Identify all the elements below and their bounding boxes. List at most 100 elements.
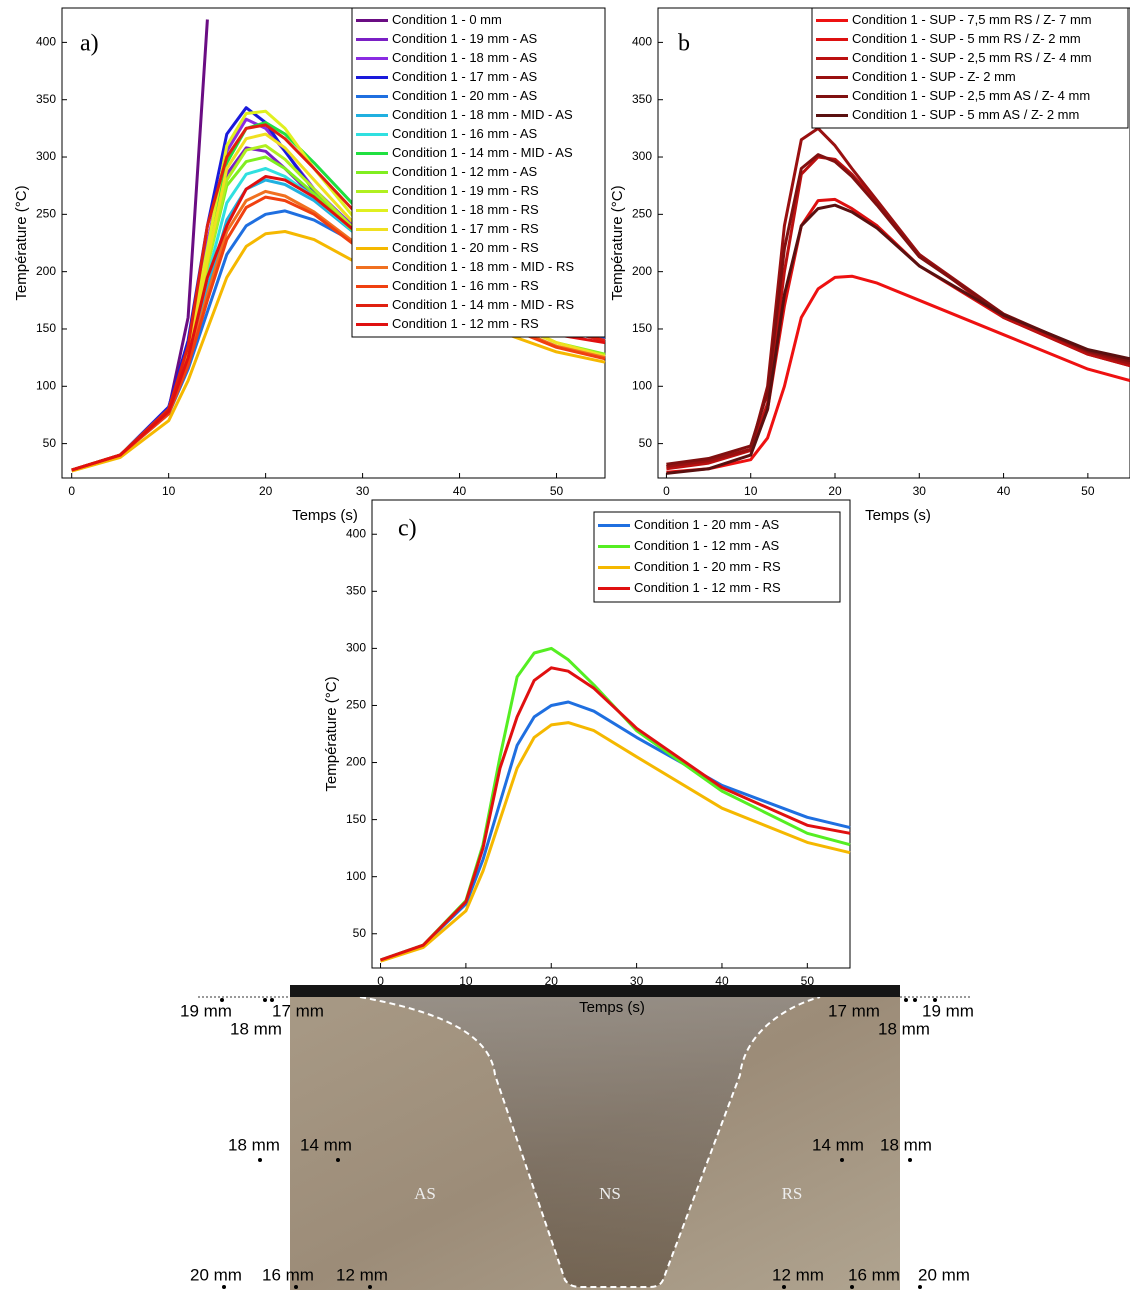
chart: 50 100 150 200 250 300 350 400 0 10 20 30 40 50 Temps … [609,7,1130,524]
legend-label: Condition 1 - 18 mm - MID - AS [392,107,573,122]
chart: 50 100 150 200 250 300 350 400 0 10 20 30 40 50 Temps … [323,499,851,1016]
y-axis-label: Température (°C) [609,185,626,300]
position-dot [918,1285,922,1289]
y-tick-label: 350 [346,583,366,597]
y-tick-label: 250 [632,207,652,221]
position-dot [263,998,267,1002]
legend-label: Condition 1 - SUP - 7,5 mm RS / Z- 7 mm [852,12,1092,27]
position-label: 17 mm [828,1001,880,1020]
position-dot [904,998,908,1002]
y-tick-label: 400 [36,35,56,49]
x-tick-label: 40 [715,974,729,988]
y-tick-label: 400 [632,35,652,49]
position-dot [258,1158,262,1162]
position-dot [336,1158,340,1162]
x-axis-label: Temps (s) [865,507,931,524]
x-axis-label: Temps (s) [292,507,358,524]
legend-label: Condition 1 - 20 mm - RS [392,240,539,255]
legend-label: Condition 1 - 16 mm - RS [392,278,539,293]
legend-label: Condition 1 - 0 mm [392,12,502,27]
y-tick-label: 50 [639,436,653,450]
series-line [380,666,851,962]
micrograph: 19 mm 17 mm 18 mm 18 mm 14 mm 20 mm 16 mm 12 mm… [180,985,974,1290]
legend-label: Condition 1 - SUP - 2,5 mm RS / Z- 4 mm [852,50,1092,65]
y-tick-label: 150 [632,321,652,335]
position-label: 20 mm [190,1265,242,1284]
x-tick-label: 30 [913,484,927,498]
position-label: 18 mm [228,1135,280,1154]
y-tick-label: 200 [36,264,56,278]
legend-label: Condition 1 - 18 mm - RS [392,202,539,217]
legend-label: Condition 1 - 12 mm - RS [392,316,539,331]
nugget-boundary [359,996,821,1288]
position-label: 12 mm [772,1265,824,1284]
series-line [666,203,1130,475]
y-tick-label: 50 [43,436,57,450]
legend-label: Condition 1 - 20 mm - AS [392,88,538,103]
x-tick-label: 0 [68,484,75,498]
x-tick-label: 30 [356,484,370,498]
annotation: c) [398,516,417,542]
legend-label: Condition 1 - 14 mm - MID - RS [392,297,574,312]
x-tick-label: 0 [663,484,670,498]
legend-box [351,7,606,338]
y-axis-label: Température (°C) [323,676,340,791]
position-label: 16 mm [262,1265,314,1284]
top-surface [290,985,900,997]
position-dot [222,1285,226,1289]
legend: Condition 1 - 0 mm Condition 1 - 19 mm - … [351,7,606,338]
position-label: 12 mm [336,1265,388,1284]
region-label: RS [782,1184,803,1203]
legend-label: Condition 1 - SUP - 5 mm AS / Z- 2 mm [852,107,1079,122]
legend-label: Condition 1 - 19 mm - AS [392,31,538,46]
chart: 50 100 150 200 250 300 350 400 0 10 20 30 40 50 Temps … [13,7,606,524]
position-label: 19 mm [922,1001,974,1020]
y-tick-label: 200 [346,755,366,769]
x-tick-label: 20 [259,484,273,498]
y-tick-label: 200 [632,264,652,278]
position-dot [840,1158,844,1162]
position-dot [913,998,917,1002]
y-tick-label: 100 [346,869,366,883]
position-label: 18 mm [880,1135,932,1154]
position-label: 14 mm [812,1135,864,1154]
position-dot [908,1158,912,1162]
y-tick-label: 100 [36,378,56,392]
position-dot [850,1285,854,1289]
position-dot [294,1285,298,1289]
legend-label: Condition 1 - 14 mm - MID - AS [392,145,573,160]
legend: Condition 1 - 20 mm - AS Condition 1 - 12… [593,511,841,603]
y-tick-label: 400 [346,526,366,540]
x-tick-label: 10 [459,974,473,988]
legend-label: Condition 1 - 17 mm - RS [392,221,539,236]
position-dot [782,1285,786,1289]
x-tick-label: 50 [801,974,815,988]
x-tick-label: 30 [630,974,644,988]
legend-label: Condition 1 - 20 mm - AS [634,517,780,532]
legend-label: Condition 1 - SUP - 2,5 mm AS / Z- 4 mm [852,88,1090,103]
x-tick-label: 10 [162,484,176,498]
position-dot [933,998,937,1002]
legend-label: Condition 1 - 16 mm - AS [392,126,538,141]
legend-label: Condition 1 - 17 mm - AS [392,69,538,84]
y-tick-label: 300 [346,641,366,655]
y-tick-label: 350 [632,92,652,106]
position-label: 18 mm [230,1019,282,1038]
legend-label: Condition 1 - 12 mm - AS [634,538,780,553]
legend-label: Condition 1 - 18 mm - AS [392,50,538,65]
legend-label: Condition 1 - 12 mm - RS [634,580,781,595]
x-tick-label: 40 [453,484,467,498]
series-line [380,721,851,963]
y-tick-label: 100 [632,378,652,392]
position-dot [270,998,274,1002]
annotation: a) [80,31,99,57]
position-dot [368,1285,372,1289]
y-axis-label: Température (°C) [13,185,30,300]
x-axis-label: Temps (s) [579,999,645,1016]
y-tick-label: 150 [346,812,366,826]
y-tick-label: 250 [36,207,56,221]
legend-label: Condition 1 - 20 mm - RS [634,559,781,574]
series-line [666,274,1130,474]
y-tick-label: 300 [632,149,652,163]
